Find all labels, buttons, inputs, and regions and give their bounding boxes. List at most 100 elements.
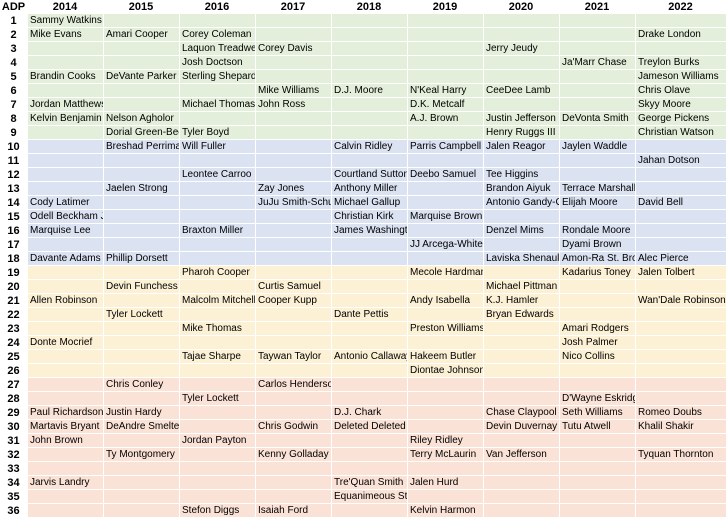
player-cell: Jaylen Waddle — [562, 141, 628, 152]
row-divider — [0, 517, 726, 518]
player-cell: David Bell — [638, 197, 684, 208]
column-divider — [103, 0, 104, 526]
row-divider — [0, 83, 726, 84]
row-divider — [0, 139, 726, 140]
player-cell: Dyami Brown — [562, 239, 622, 250]
player-cell: A.J. Brown — [410, 113, 459, 124]
player-cell: Donte Mocrief — [30, 337, 93, 348]
player-cell: Mike Evans — [30, 29, 82, 40]
player-cell: James Washington — [334, 225, 407, 236]
player-cell: John Ross — [258, 99, 306, 110]
tier-band — [27, 14, 726, 140]
header-year: 2021 — [584, 1, 610, 13]
player-cell: Michael Pittman Jr. — [486, 281, 559, 292]
adp-number: 11 — [7, 155, 20, 167]
player-cell: Courtland Sutton — [334, 169, 407, 180]
player-cell: Jarvis Landry — [30, 477, 90, 488]
adp-number: 6 — [10, 85, 17, 97]
player-cell: Cooper Kupp — [258, 295, 317, 306]
player-cell: Romeo Doubs — [638, 407, 702, 418]
player-cell: Cody Latimer — [30, 197, 90, 208]
adp-number: 3 — [10, 43, 17, 55]
adp-number: 25 — [7, 351, 20, 363]
player-cell: Kenny Golladay — [258, 449, 329, 460]
row-divider — [0, 97, 726, 98]
player-cell: Kadarius Toney — [562, 267, 631, 278]
player-cell: Justin Jefferson — [486, 113, 556, 124]
player-cell: Devin Duvernay — [486, 421, 558, 432]
player-cell: Elijah Moore — [562, 197, 618, 208]
player-cell: Diontae Johnson — [410, 365, 483, 376]
player-cell: Davante Adams — [30, 253, 101, 264]
player-cell: Will Fuller — [182, 141, 226, 152]
column-divider — [331, 0, 332, 526]
player-cell: CeeDee Lamb — [486, 85, 551, 96]
player-cell: Skyy Moore — [638, 99, 691, 110]
player-cell: Drake London — [638, 29, 701, 40]
row-divider — [0, 405, 726, 406]
adp-number: 1 — [10, 15, 17, 27]
player-cell: Mecole Hardman — [410, 267, 483, 278]
player-cell: Denzel Mims — [486, 225, 544, 236]
player-cell: Preston Williams — [410, 323, 483, 334]
player-cell: Carlos Henderson — [258, 379, 331, 390]
player-cell: Treylon Burks — [638, 57, 700, 68]
tier-band — [27, 378, 726, 518]
player-cell: Malcolm Mitchell — [182, 295, 255, 306]
adp-number: 36 — [7, 505, 20, 517]
player-cell: John Brown — [30, 435, 83, 446]
adp-number: 24 — [7, 337, 20, 349]
adp-number: 32 — [7, 449, 20, 461]
player-cell: Tee Higgins — [486, 169, 539, 180]
player-cell: Sterling Shepard — [182, 71, 255, 82]
player-cell: Michael Gallup — [334, 197, 401, 208]
row-divider — [0, 363, 726, 364]
column-divider — [27, 0, 28, 526]
row-divider — [0, 419, 726, 420]
adp-number: 10 — [7, 141, 20, 153]
player-cell: Braxton Miller — [182, 225, 244, 236]
row-divider — [0, 349, 726, 350]
player-cell: Jaelen Strong — [106, 183, 168, 194]
player-cell: Mike Williams — [258, 85, 320, 96]
player-cell: Equanimeous St. Brown — [334, 491, 407, 502]
player-cell: Brandon Aiyuk — [486, 183, 551, 194]
player-cell: Tre'Quan Smith — [334, 477, 404, 488]
row-divider — [0, 447, 726, 448]
player-cell: Calvin Ridley — [334, 141, 393, 152]
adp-number: 26 — [7, 365, 20, 377]
adp-number: 30 — [7, 421, 20, 433]
player-cell: Khalil Shakir — [638, 421, 694, 432]
row-divider — [0, 503, 726, 504]
header-year: 2022 — [668, 1, 693, 13]
player-cell: Amari Cooper — [106, 29, 168, 40]
player-cell: Jordan Matthews — [30, 99, 103, 110]
player-cell: Isaiah Ford — [258, 505, 309, 516]
row-divider — [0, 433, 726, 434]
player-cell: Tajae Sharpe — [182, 351, 241, 362]
player-cell: Laviska Shenault Jr. — [486, 253, 559, 264]
player-cell: D.K. Metcalf — [410, 99, 465, 110]
adp-number: 5 — [10, 71, 17, 83]
row-divider — [0, 223, 726, 224]
adp-number: 21 — [7, 295, 20, 307]
row-divider — [0, 335, 726, 336]
row-divider — [0, 391, 726, 392]
row-divider — [0, 377, 726, 378]
player-cell: Amon-Ra St. Brown — [562, 253, 635, 264]
player-cell: Jalen Hurd — [410, 477, 459, 488]
player-cell: Antonio Gandy-Golden — [486, 197, 559, 208]
column-divider — [635, 0, 636, 526]
player-cell: Zay Jones — [258, 183, 305, 194]
player-cell: D.J. Moore — [334, 85, 383, 96]
adp-number: 22 — [7, 309, 20, 321]
adp-number: 18 — [7, 253, 20, 265]
adp-number: 15 — [7, 211, 20, 223]
row-divider — [0, 27, 726, 28]
column-divider — [483, 0, 484, 526]
adp-number: 34 — [7, 477, 20, 489]
adp-number: 23 — [7, 323, 20, 335]
player-cell: Mike Thomas — [182, 323, 242, 334]
player-cell: Seth Williams — [562, 407, 623, 418]
adp-number: 27 — [7, 379, 20, 391]
